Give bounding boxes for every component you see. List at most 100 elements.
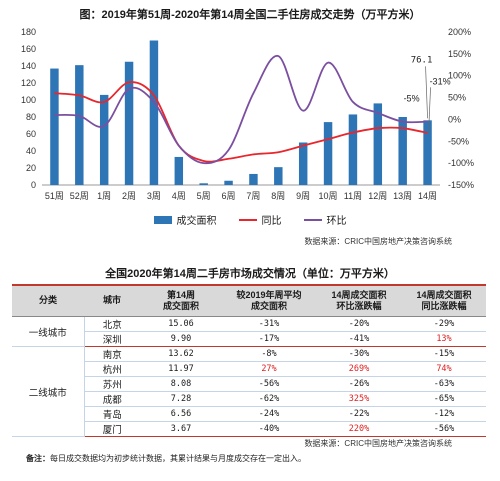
legend-wow: 环比 bbox=[303, 212, 347, 227]
area-cell: 8.08 bbox=[140, 376, 222, 392]
table-row: 杭州 11.97 27% 269% 74% bbox=[12, 361, 486, 377]
annotation-wow: -5% bbox=[404, 93, 420, 103]
left-tick-label: 140 bbox=[21, 61, 36, 71]
category-label: 13周 bbox=[393, 191, 412, 201]
bar bbox=[50, 68, 59, 185]
category-label: 12周 bbox=[368, 191, 387, 201]
wow-cell: 325% bbox=[316, 391, 402, 407]
wow-cell: 220% bbox=[316, 421, 402, 437]
chart-source: 数据来源：CRIC中国房地产决策咨询系统 bbox=[304, 237, 452, 246]
bar bbox=[75, 65, 84, 185]
category-cell: 一线城市 bbox=[12, 316, 85, 347]
right-tick-label: -100% bbox=[448, 158, 474, 168]
right-tick-label: 0% bbox=[448, 114, 461, 124]
area-cell: 6.56 bbox=[140, 406, 222, 422]
category-label: 9周 bbox=[296, 191, 310, 201]
left-tick-label: 60 bbox=[26, 129, 36, 139]
bar bbox=[199, 183, 208, 185]
left-tick-label: 120 bbox=[21, 78, 36, 88]
table-row: 深圳 9.90 -17% -41% 13% bbox=[12, 331, 486, 347]
annotation-bar-value: 76.1 bbox=[411, 55, 433, 65]
left-tick-label: 80 bbox=[26, 112, 36, 122]
annotation-leader bbox=[425, 66, 428, 119]
table-row: 一线城市 北京 15.06 -31% -20% -29% bbox=[12, 316, 486, 347]
left-tick-label: 40 bbox=[26, 146, 36, 156]
category-label: 8周 bbox=[271, 191, 285, 201]
yoy-cell: -15% bbox=[402, 346, 486, 362]
legend-area-label: 成交面积 bbox=[176, 216, 217, 227]
city-cell: 青岛 bbox=[84, 406, 140, 422]
table-row: 苏州 8.08 -56% -26% -63% bbox=[12, 376, 486, 392]
bar bbox=[274, 167, 283, 185]
vs-avg-cell: -62% bbox=[222, 391, 316, 407]
category-label: 5周 bbox=[197, 191, 211, 201]
city-cell: 成都 bbox=[84, 391, 140, 407]
area-cell: 11.97 bbox=[140, 361, 222, 377]
table-body: 一线城市 北京 15.06 -31% -20% -29% 深圳 9.90 -17% -41% 13%… bbox=[12, 316, 486, 437]
category-label: 4周 bbox=[172, 191, 186, 201]
annotation-yoy: -31% bbox=[430, 76, 451, 86]
right-tick-label: -150% bbox=[448, 180, 474, 190]
city-cell: 南京 bbox=[84, 346, 140, 362]
left-tick-label: 180 bbox=[21, 27, 36, 37]
table-row: 成都 7.28 -62% 325% -65% bbox=[12, 391, 486, 407]
city-cell: 北京 bbox=[84, 316, 140, 332]
annotation-leader bbox=[428, 87, 431, 133]
category-label: 2周 bbox=[122, 191, 136, 201]
category-label: 11周 bbox=[344, 191, 362, 201]
wow-cell: -20% bbox=[316, 316, 402, 332]
header-category: 分类 bbox=[12, 284, 84, 317]
bar bbox=[224, 180, 233, 185]
market-table: 分类 城市 第14周 成交面积 较2019年周平均 成交面积 14周成交面积 环… bbox=[12, 284, 486, 437]
city-cell: 杭州 bbox=[84, 361, 140, 377]
area-cell: 15.06 bbox=[140, 316, 222, 332]
wow-cell: 269% bbox=[316, 361, 402, 377]
right-tick-label: 100% bbox=[448, 71, 471, 81]
table-header-row: 分类 城市 第14周 成交面积 较2019年周平均 成交面积 14周成交面积 环… bbox=[12, 284, 486, 317]
legend-area: 成交面积 bbox=[153, 212, 217, 227]
category-label: 10周 bbox=[319, 191, 338, 201]
wow-cell: -22% bbox=[316, 406, 402, 422]
yoy-cell: -63% bbox=[402, 376, 486, 392]
table-row: 青岛 6.56 -24% -22% -12% bbox=[12, 406, 486, 422]
city-cell: 深圳 bbox=[84, 331, 140, 347]
yoy-cell: -56% bbox=[402, 421, 486, 437]
header-yoy: 14周成交面积 同比涨跌幅 bbox=[402, 284, 486, 317]
trend-chart: 0 20 40 60 80 100 120 140 160 180 -150% -100% -50% 0%… bbox=[21, 27, 474, 201]
legend-wow-label: 环比 bbox=[326, 216, 347, 227]
category-label: 7周 bbox=[246, 191, 260, 201]
table-row: 二线城市 南京 13.62 -8% -30% -15% bbox=[12, 346, 486, 437]
bar bbox=[298, 142, 308, 185]
wow-cell: -41% bbox=[316, 331, 402, 347]
bar bbox=[348, 114, 358, 185]
vs-avg-cell: -24% bbox=[222, 406, 316, 422]
left-tick-label: 160 bbox=[21, 44, 36, 54]
header-area: 第14周 成交面积 bbox=[140, 284, 222, 317]
bar bbox=[373, 103, 383, 185]
category-label: 52周 bbox=[70, 191, 89, 201]
vs-avg-cell: -56% bbox=[222, 376, 316, 392]
category-cell: 二线城市 bbox=[12, 346, 85, 437]
area-cell: 9.90 bbox=[140, 331, 222, 347]
legend-yoy-swatch bbox=[238, 218, 257, 221]
category-label: 51周 bbox=[45, 191, 64, 201]
right-tick-label: 150% bbox=[448, 49, 471, 59]
left-tick-label: 100 bbox=[21, 95, 36, 105]
header-vs-avg: 较2019年周平均 成交面积 bbox=[222, 284, 316, 317]
bar bbox=[124, 61, 134, 185]
yoy-cell: -12% bbox=[402, 406, 486, 422]
yoy-line bbox=[54, 81, 428, 163]
table-title: 全国2020年第14周二手房市场成交情况（单位：万平方米） bbox=[105, 268, 395, 280]
vs-avg-cell: -17% bbox=[222, 331, 316, 347]
chart-title: 图：2019年第51周-2020年第14周全国二手住房成交走势（万平方米） bbox=[79, 9, 421, 21]
area-cell: 3.67 bbox=[140, 421, 222, 437]
header-city: 城市 bbox=[84, 284, 140, 317]
right-tick-label: -50% bbox=[448, 136, 469, 146]
bar bbox=[149, 40, 159, 185]
footnote: 备注：每日成交数据均为初步统计数据，其累计结果与月度成交存在一定出入。 bbox=[26, 453, 306, 464]
yoy-cell: -65% bbox=[402, 391, 486, 407]
table-row: 厦门 3.67 -40% 220% -56% bbox=[12, 421, 486, 437]
bar bbox=[323, 122, 333, 185]
yoy-cell: 74% bbox=[402, 361, 486, 377]
city-cell: 苏州 bbox=[84, 376, 140, 392]
